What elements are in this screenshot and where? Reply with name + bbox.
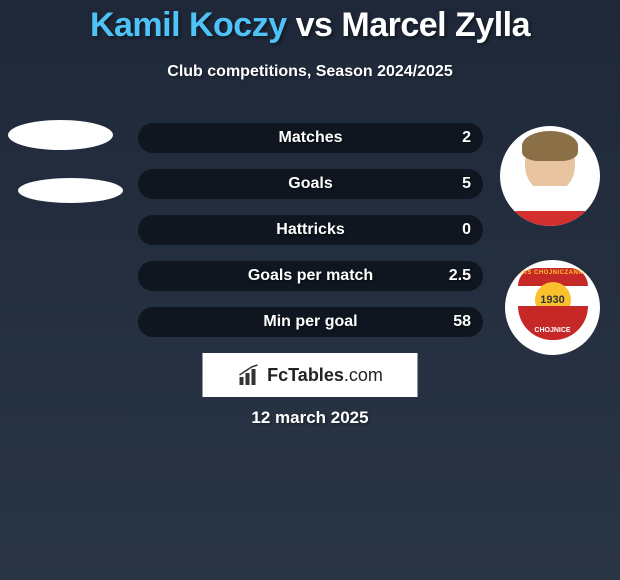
brand-suffix: .com (344, 365, 383, 385)
subtitle: Club competitions, Season 2024/2025 (0, 63, 620, 81)
stat-bar-matches: Matches 2 (138, 123, 483, 153)
player1-name: Kamil Koczy (90, 6, 287, 44)
stat-label: Hattricks (276, 215, 344, 245)
stat-label: Goals per match (248, 261, 373, 291)
stat-value-right: 2 (462, 123, 471, 153)
stat-row-min-per-goal: Min per goal 58 (0, 307, 620, 337)
avatar-hair (522, 131, 578, 161)
vs-separator: vs (296, 6, 333, 44)
brand-text: FcTables.com (267, 365, 383, 386)
stat-label: Min per goal (263, 307, 357, 337)
stat-row-goals-per-match: Goals per match 2.5 (0, 261, 620, 291)
stat-bar-goals: Goals 5 (138, 169, 483, 199)
stat-value-right: 2.5 (449, 261, 471, 291)
stat-value-right: 58 (453, 307, 471, 337)
stat-value-right: 5 (462, 169, 471, 199)
stat-value-right: 0 (462, 215, 471, 245)
stat-bar-goals-per-match: Goals per match 2.5 (138, 261, 483, 291)
stat-bar-hattricks: Hattricks 0 (138, 215, 483, 245)
stat-label: Goals (288, 169, 332, 199)
comparison-title: Kamil Koczy vs Marcel Zylla (0, 0, 620, 45)
player2-name: Marcel Zylla (341, 6, 530, 44)
comparison-date: 12 march 2025 (0, 408, 620, 428)
stat-label: Matches (278, 123, 342, 153)
brand-chart-icon (237, 363, 261, 387)
brand-prefix: FcTables (267, 365, 344, 385)
stat-bar-min-per-goal: Min per goal 58 (138, 307, 483, 337)
stat-row-goals: Goals 5 (0, 169, 620, 199)
brand-box: FcTables.com (203, 353, 418, 397)
stat-row-hattricks: Hattricks 0 (0, 215, 620, 245)
